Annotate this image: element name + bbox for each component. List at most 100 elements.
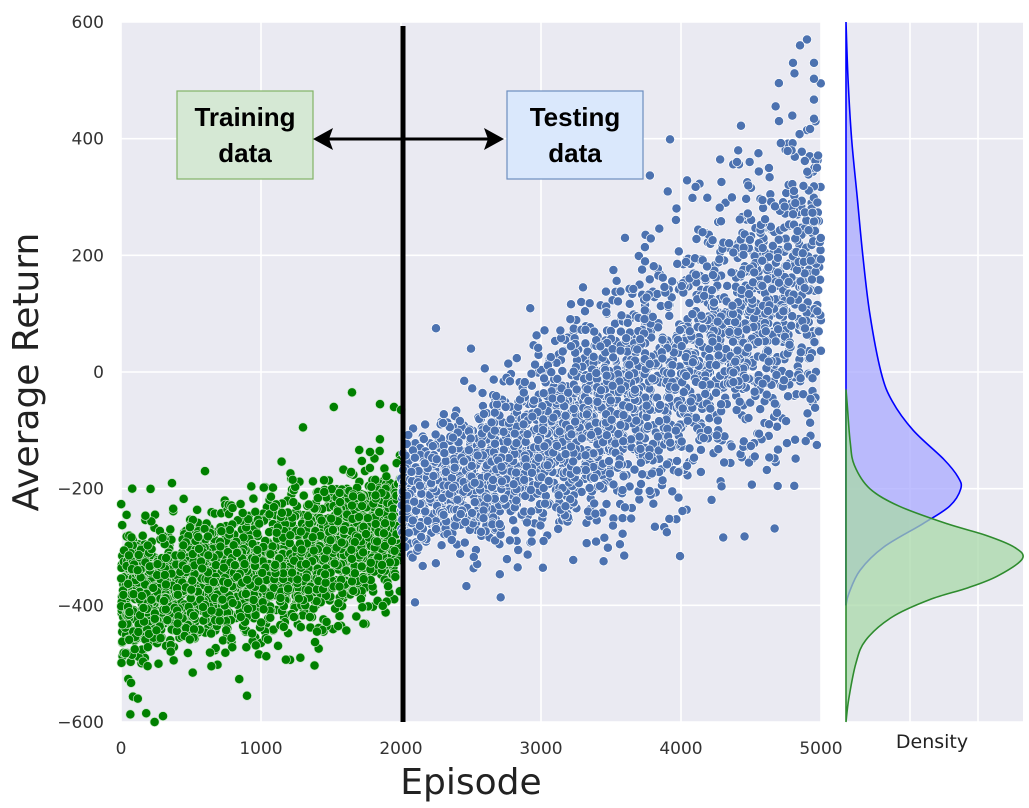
- scatter-point: [694, 336, 705, 347]
- scatter-point: [152, 559, 163, 570]
- scatter-point: [120, 648, 131, 659]
- scatter-point: [498, 426, 509, 437]
- scatter-point: [276, 456, 287, 467]
- scatter-point: [615, 345, 626, 356]
- scatter-point: [308, 476, 318, 487]
- scatter-point: [513, 545, 524, 556]
- scatter-point: [602, 542, 613, 553]
- scatter-point: [647, 373, 658, 384]
- scatter-point: [168, 503, 179, 514]
- scatter-point: [757, 280, 768, 291]
- scatter-point: [672, 258, 683, 269]
- scatter-point: [581, 538, 592, 549]
- scatter-point: [615, 286, 626, 297]
- scatter-point: [370, 519, 381, 529]
- scatter-point: [713, 350, 724, 361]
- scatter-point: [713, 444, 724, 455]
- scatter-point: [601, 307, 612, 318]
- scatter-point: [333, 621, 344, 632]
- scatter-point: [439, 448, 450, 459]
- scatter-point: [140, 510, 151, 521]
- scatter-point: [319, 553, 330, 564]
- scatter-point: [226, 633, 237, 644]
- scatter-point: [582, 384, 593, 395]
- scatter-point: [287, 474, 298, 485]
- scatter-point: [808, 73, 819, 84]
- scatter-point: [288, 612, 299, 622]
- scatter-point: [624, 370, 634, 381]
- scatter-point: [354, 512, 364, 523]
- scatter-point: [676, 341, 687, 352]
- scatter-point: [645, 233, 656, 244]
- scatter-point: [769, 523, 780, 534]
- scatter-point: [478, 409, 489, 419]
- scatter-point: [261, 651, 272, 662]
- scatter-point: [409, 452, 420, 463]
- scatter-point: [327, 524, 338, 535]
- scatter-point: [594, 481, 605, 491]
- scatter-point: [682, 175, 693, 186]
- scatter-point: [319, 487, 330, 497]
- scatter-point: [789, 68, 800, 79]
- scatter-point: [178, 540, 189, 551]
- scatter-point: [783, 276, 794, 287]
- scatter-point: [671, 203, 682, 214]
- scatter-point: [185, 522, 195, 533]
- scatter-point: [744, 156, 755, 167]
- scatter-point: [149, 717, 160, 727]
- scatter-point: [240, 588, 251, 599]
- scatter-point: [160, 604, 171, 615]
- scatter-point: [446, 535, 457, 545]
- scatter-point: [123, 578, 134, 589]
- scatter-point: [797, 248, 808, 259]
- scatter-point: [813, 326, 824, 337]
- scatter-point: [381, 471, 392, 482]
- scatter-point: [654, 416, 665, 427]
- scatter-point: [699, 290, 710, 301]
- scatter-point: [320, 577, 331, 588]
- scatter-point: [617, 513, 628, 524]
- scatter-point: [634, 431, 645, 442]
- scatter-point: [335, 497, 345, 508]
- scatter-point: [136, 590, 147, 601]
- scatter-point: [644, 274, 655, 285]
- scatter-point: [571, 384, 582, 395]
- scatter-point: [551, 440, 562, 451]
- scatter-point: [773, 78, 784, 89]
- scatter-point: [142, 661, 153, 672]
- scatter-point: [116, 499, 127, 510]
- scatter-point: [652, 289, 663, 299]
- scatter-point: [310, 637, 320, 648]
- scatter-point: [590, 508, 601, 519]
- scatter-point: [676, 436, 687, 447]
- scatter-point: [530, 359, 540, 370]
- scatter-point: [254, 518, 265, 529]
- scatter-point: [145, 483, 156, 494]
- scatter-point: [808, 94, 819, 105]
- scatter-point: [312, 626, 322, 637]
- scatter-point: [716, 481, 727, 492]
- scatter-point: [326, 513, 337, 524]
- scatter-point: [733, 326, 744, 337]
- scatter-point: [403, 527, 414, 538]
- scatter-point: [160, 579, 171, 590]
- scatter-point: [617, 528, 628, 539]
- scatter-point: [217, 594, 228, 605]
- scatter-point: [489, 425, 500, 436]
- scatter-point: [137, 530, 148, 541]
- scatter-point: [664, 310, 675, 321]
- scatter-point: [661, 527, 672, 538]
- scatter-point: [511, 353, 522, 364]
- scatter-point: [346, 466, 357, 477]
- scatter-point: [124, 607, 135, 618]
- scatter-point: [198, 602, 208, 613]
- scatter-point: [753, 336, 764, 347]
- scatter-point: [733, 145, 744, 156]
- scatter-point: [697, 380, 708, 390]
- scatter-point: [265, 491, 276, 502]
- scatter-point: [227, 503, 238, 513]
- scatter-point: [334, 611, 345, 622]
- scatter-point: [296, 544, 307, 555]
- scatter-point: [711, 360, 722, 371]
- scatter-point: [133, 550, 144, 560]
